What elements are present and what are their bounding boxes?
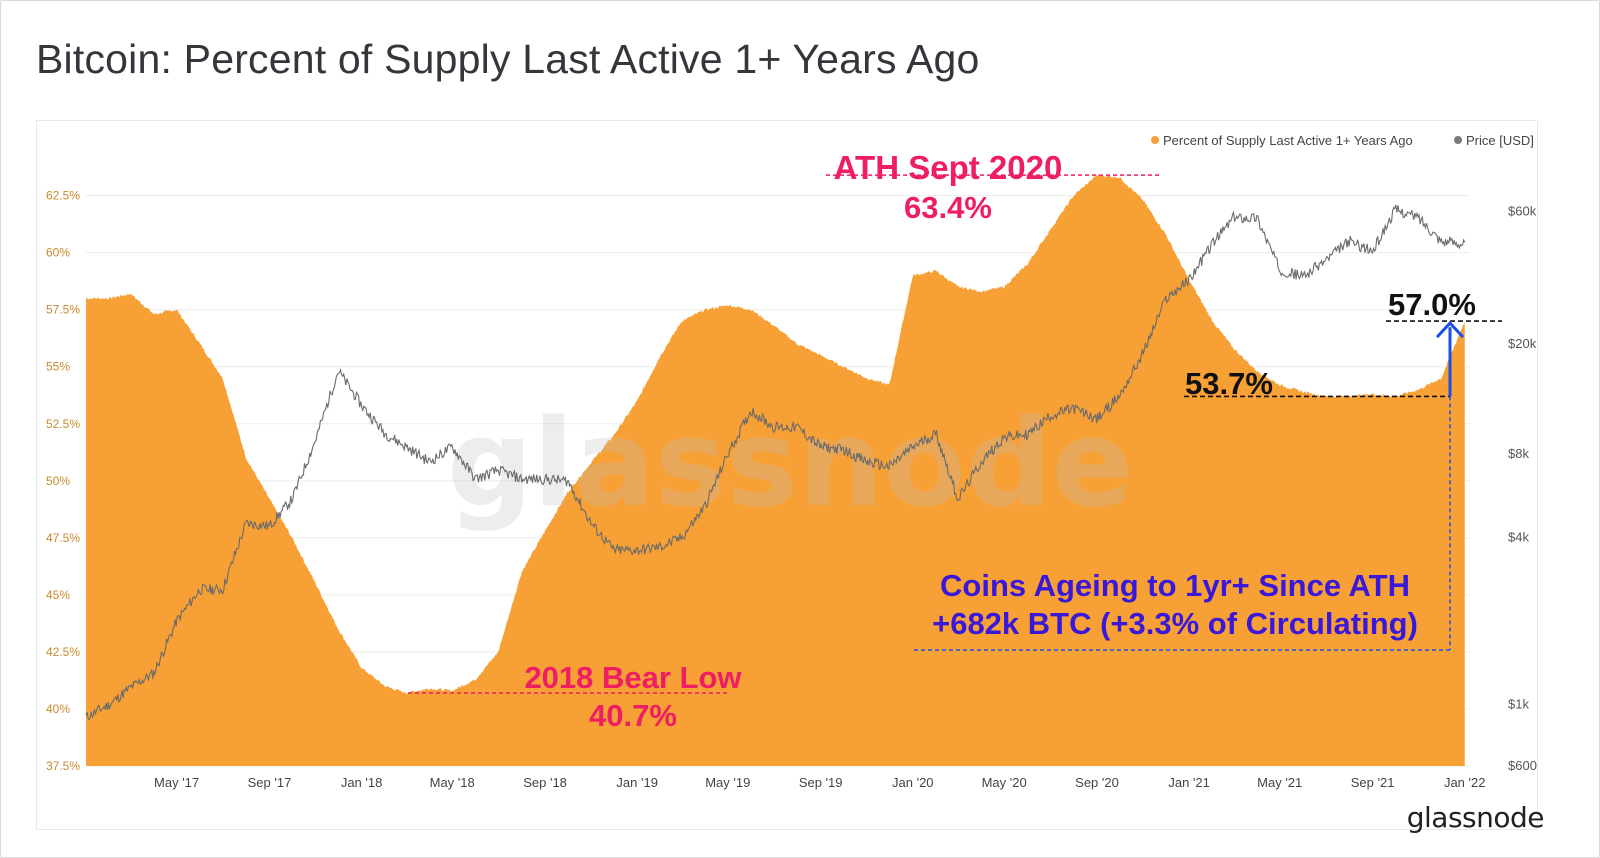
bear-low-label: 2018 Bear Low (524, 660, 742, 695)
y-left-tick-label: 42.5% (46, 645, 80, 659)
x-tick-label: Jan '19 (616, 775, 658, 790)
bear-low-value: 40.7% (589, 698, 677, 733)
y-left-tick-label: 40% (46, 702, 70, 716)
x-tick-label: Sep '18 (523, 775, 567, 790)
y-left-tick-label: 37.5% (46, 759, 80, 773)
x-tick-label: Sep '20 (1075, 775, 1119, 790)
price-line (85, 204, 1466, 721)
x-tick-label: Jan '20 (892, 775, 934, 790)
x-tick-label: Jan '18 (341, 775, 383, 790)
y-left-tick-label: 47.5% (46, 531, 80, 545)
y-right-tick-label: $600 (1508, 758, 1537, 773)
y-right-tick-label: $4k (1508, 530, 1529, 545)
ath-value: 63.4% (904, 190, 992, 225)
y-right-tick-label: $1k (1508, 696, 1529, 711)
x-tick-label: May '19 (705, 775, 750, 790)
glassnode-logo: glassnode (1406, 801, 1545, 834)
legend-swatch-price (1454, 136, 1462, 144)
y-left-tick-label: 50% (46, 474, 70, 488)
level-53-7-label: 53.7% (1185, 366, 1273, 401)
legend-label-price: Price [USD] (1466, 133, 1534, 148)
ath-label: ATH Sept 2020 (834, 149, 1063, 186)
legend-label-supply: Percent of Supply Last Active 1+ Years A… (1163, 133, 1413, 148)
watermark: glassnode (447, 395, 1133, 534)
x-tick-label: May '17 (154, 775, 199, 790)
x-tick-label: May '21 (1257, 775, 1302, 790)
page-title: Bitcoin: Percent of Supply Last Active 1… (36, 36, 980, 82)
x-tick-label: Sep '21 (1351, 775, 1395, 790)
y-left-tick-label: 57.5% (46, 303, 80, 317)
level-57-0-label: 57.0% (1388, 287, 1476, 322)
y-left-tick-label: 62.5% (46, 189, 80, 203)
coins-ageing-value: +682k BTC (+3.3% of Circulating) (932, 606, 1418, 641)
y-right-tick-label: $20k (1508, 336, 1537, 351)
x-tick-label: May '20 (982, 775, 1027, 790)
x-tick-label: Jan '21 (1168, 775, 1210, 790)
y-right-tick-label: $60k (1508, 204, 1537, 219)
legend-swatch-supply (1151, 136, 1159, 144)
y-left-tick-label: 55% (46, 360, 70, 374)
x-tick-label: Jan '22 (1444, 775, 1486, 790)
y-left-tick-label: 45% (46, 588, 70, 602)
y-left-tick-label: 60% (46, 246, 70, 260)
y-right-tick-label: $8k (1508, 446, 1529, 461)
x-tick-label: Sep '17 (248, 775, 292, 790)
coins-ageing-label: Coins Ageing to 1yr+ Since ATH (940, 568, 1410, 603)
legend: Percent of Supply Last Active 1+ Years A… (1151, 133, 1534, 148)
supply-area (86, 174, 1465, 766)
plot-area-border (36, 120, 1538, 830)
x-tick-label: May '18 (430, 775, 475, 790)
y-left-tick-label: 52.5% (46, 417, 80, 431)
x-tick-label: Sep '19 (799, 775, 843, 790)
arrow-head (1435, 320, 1465, 339)
